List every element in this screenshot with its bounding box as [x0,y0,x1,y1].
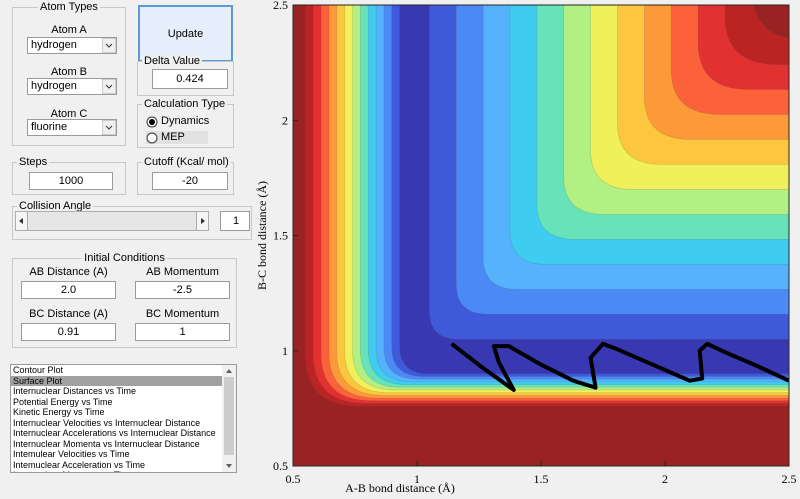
y-tick-label: 2 [282,113,288,127]
atom-label: Atom A [51,24,87,36]
field-input[interactable]: 0.91 [21,323,116,341]
panel-title: Initial Conditions [13,252,236,264]
scrollbar[interactable] [222,365,236,472]
trajectory [450,341,789,392]
panel-title: Delta Value [142,55,233,67]
panel-title-text: Delta Value [142,55,203,67]
contour-band [383,5,789,380]
x-tick-label: 1.5 [534,472,549,486]
x-tick-label: 2.5 [782,472,797,486]
list-item[interactable]: Intemuclear Momenta vs Time [11,470,222,472]
y-tick-label: 1 [282,344,288,358]
list-item[interactable]: Intemuclear Acceleration vs Time [13,459,146,470]
field-input[interactable]: 1 [135,323,230,341]
collision-angle-panel: Collision Angle 1 [12,200,252,240]
list-item[interactable]: Internuclear Momenta vs Internuclear Dis… [13,438,200,449]
atom-label: Atom C [50,108,88,120]
x-tick-label: 0.5 [286,472,301,486]
contour-band [399,5,789,375]
radio-option[interactable]: Dynamics [146,115,226,128]
list-item[interactable]: Internuclear Distances vs Time [13,386,137,396]
atom-types-panel: Atom Types [12,1,126,146]
cutoff-input[interactable]: -20 [152,172,228,190]
x-axis-label: A-B bond distance (Å) [345,481,455,495]
list-item[interactable]: Internuclear Velocities vs Internuclear … [13,417,201,428]
panel-title: Calculation Type [142,98,233,110]
panel-title: Cutoff (Kcal/ mol) [142,156,233,168]
slider[interactable] [15,211,209,231]
field-label: BC Distance (A) [29,308,108,320]
atom-label: Atom B [50,66,88,78]
x-tick-label: 2 [662,472,668,486]
delta-value-panel: Delta Value 0.424 [137,55,234,96]
field-input[interactable]: -2.5 [135,281,230,299]
panel-title-text: Calculation Type [142,98,228,110]
radio-circle [146,116,158,128]
x-tick-label: 1 [414,472,420,486]
dropdown-arrow [102,120,116,135]
dropdown-arrow [102,38,116,53]
panel-title: Collision Angle [17,200,251,212]
field-label: AB Distance (A) [29,266,108,278]
y-tick-label: 0.5 [273,459,288,473]
y-tick-label: 2.5 [273,0,288,12]
panel-title: Steps [17,156,125,168]
list-item[interactable]: Internuclear Accelerations vs Internucle… [13,428,216,438]
panel-title: Atom Types [13,1,125,13]
list-item[interactable]: Surface Plot [11,375,222,386]
radio-label: MEP [161,131,185,143]
angle-input[interactable]: 1 [220,211,250,231]
y-tick-label: 1.5 [273,229,288,243]
calculation-type-panel: Calculation Type Dynamics MEP [137,98,234,148]
list-item[interactable]: Intemulear Velocities vs Time [13,449,130,459]
initial-conditions-panel: Initial Conditions AB Distance (A) 2.0 AB … [12,252,237,348]
y-axis-label: B-C bond distance (Å) [255,181,269,290]
panel-title-text: Cutoff (Kcal/ mol) [142,156,231,168]
surface [293,5,789,466]
panel-title-text: Initial Conditions [82,252,167,264]
list-item[interactable]: Contour Plot [13,365,64,375]
steps-panel: Steps 1000 [12,156,126,195]
dropdown-arrow [102,79,116,94]
field-label: BC Momentum [145,308,220,320]
plot-listbox: Contour Plot Surface Plot Internuclear Dis… [10,364,237,473]
radio-label: Dynamics [161,115,210,127]
atom-dropdown[interactable]: fluorine [27,119,117,136]
cutoff-panel: Cutoff (Kcal/ mol) -20 [137,156,234,195]
field-input[interactable]: 2.0 [21,281,116,299]
steps-input[interactable]: 1000 [29,172,113,190]
atom-dropdown[interactable]: hydrogen [27,37,117,54]
radio-circle [146,132,158,144]
list-item[interactable]: Kinetic Energy vs Time [13,407,105,417]
delta-value-input[interactable]: 0.424 [152,69,228,89]
panel-title-text: Collision Angle [17,200,94,212]
atom-dropdown[interactable]: hydrogen [27,78,117,95]
radio-option[interactable]: MEP [146,131,208,144]
list-item[interactable]: Potential Energy vs Time [13,396,113,407]
field-label: AB Momentum [146,266,219,278]
panel-title-text: Atom Types [38,1,100,13]
panel-title-text: Steps [17,156,50,168]
